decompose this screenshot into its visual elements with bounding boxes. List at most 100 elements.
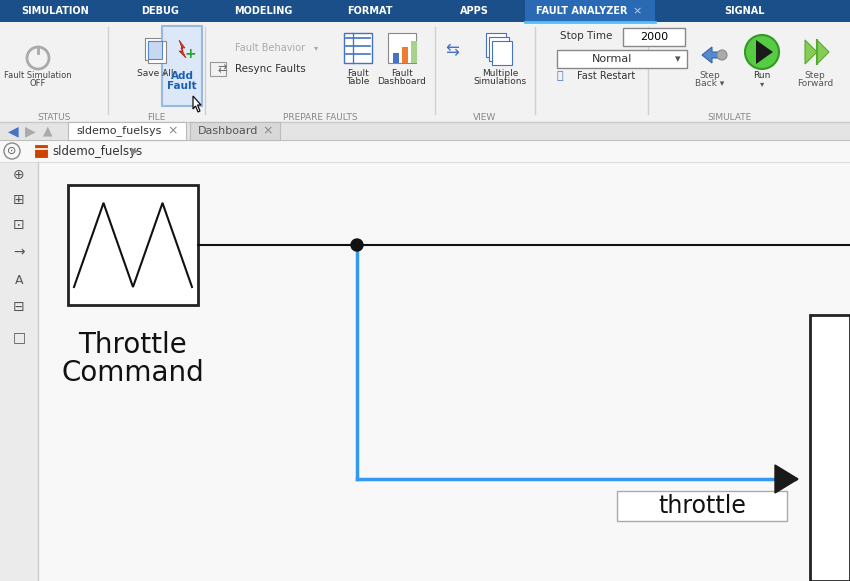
Bar [411,41,417,63]
Circle shape [745,35,779,69]
Text: FORMAT: FORMAT [348,6,393,16]
Bar [38,162,850,581]
Text: MODELING: MODELING [234,6,292,16]
Text: Table: Table [346,77,370,87]
Bar [35,145,47,157]
Text: Normal: Normal [592,54,632,64]
Text: ⇆: ⇆ [445,41,459,59]
Bar [148,41,162,59]
Text: →: → [14,245,25,259]
Circle shape [717,50,727,60]
Polygon shape [193,96,201,112]
Bar [623,28,685,46]
Bar [0,140,850,162]
Text: ⊕: ⊕ [14,168,25,182]
Bar [68,185,198,305]
Text: ⊙: ⊙ [8,146,17,156]
Text: ▲: ▲ [43,124,53,138]
Bar [0,162,38,581]
Polygon shape [805,40,817,64]
Polygon shape [817,40,829,64]
Text: A: A [14,274,23,286]
Text: FAULT ANALYZER: FAULT ANALYZER [536,6,628,16]
Bar [810,315,850,581]
Text: Dashboard: Dashboard [198,126,258,136]
Text: ▶: ▶ [131,146,139,156]
Text: 2000: 2000 [640,32,668,42]
Text: STATUS: STATUS [37,113,71,123]
Text: ⇄: ⇄ [218,64,227,74]
Bar [145,38,163,60]
Text: Dashboard: Dashboard [377,77,427,87]
Text: SIMULATION: SIMULATION [21,6,89,16]
Bar [190,122,280,140]
Text: Simulations: Simulations [473,77,526,87]
Polygon shape [179,40,186,58]
Text: Step: Step [805,71,825,81]
Bar [0,22,850,122]
Circle shape [351,239,363,251]
Bar [557,50,687,68]
Polygon shape [775,465,798,493]
Text: □: □ [13,330,26,344]
Text: sldemo_fuelsys: sldemo_fuelsys [76,125,162,137]
Text: ▾: ▾ [760,80,764,88]
Text: ▾: ▾ [675,54,681,64]
Text: Throttle: Throttle [78,331,187,359]
Text: ▾: ▾ [314,44,318,52]
Bar [393,53,399,63]
Bar [0,122,850,140]
Bar [388,33,416,63]
Text: ×: × [263,124,273,138]
Bar [148,41,166,63]
Text: Fast Restart: Fast Restart [577,71,635,81]
Text: Resync Faults: Resync Faults [235,64,305,74]
Bar [492,41,512,65]
Text: PREPARE FAULTS: PREPARE FAULTS [283,113,357,123]
Text: ⊞: ⊞ [14,193,25,207]
Text: Add: Add [171,71,194,81]
Text: Fault: Fault [391,70,413,78]
Text: ▶: ▶ [25,124,36,138]
Text: ◀: ◀ [8,124,19,138]
Text: ▾: ▾ [163,71,167,77]
Bar [68,122,186,140]
Bar [617,491,787,521]
Text: Stop Time: Stop Time [560,31,612,41]
Text: OFF: OFF [30,80,46,88]
Text: Back ▾: Back ▾ [695,80,724,88]
Bar [489,37,509,61]
Text: ×: × [632,6,642,16]
Text: ⊟: ⊟ [14,300,25,314]
Text: VIEW: VIEW [473,113,496,123]
Text: Run: Run [753,71,771,81]
Text: 🔄: 🔄 [557,71,564,81]
Text: DEBUG: DEBUG [141,6,179,16]
Bar [486,33,506,57]
Text: Fault: Fault [347,70,369,78]
Text: sldemo_fuelsys: sldemo_fuelsys [52,145,142,157]
Text: Step: Step [700,71,720,81]
Text: SIMULATE: SIMULATE [708,113,752,123]
Text: Forward: Forward [796,80,833,88]
Polygon shape [756,40,773,64]
Bar [162,26,202,106]
Bar [210,62,226,76]
Bar [402,47,408,63]
Text: throttle: throttle [658,494,746,518]
Bar [344,33,372,63]
Text: FILE: FILE [147,113,165,123]
Text: Fault: Fault [167,81,197,91]
Bar [0,0,850,22]
Text: Save All: Save All [137,70,173,78]
Bar [525,0,655,22]
Text: ×: × [167,124,178,138]
Text: ⊡: ⊡ [14,218,25,232]
Text: APPS: APPS [460,6,489,16]
Polygon shape [702,47,724,63]
Text: Multiple: Multiple [482,70,518,78]
Text: Fault Simulation: Fault Simulation [4,71,71,81]
Text: +: + [184,47,196,61]
Text: SIGNAL: SIGNAL [725,6,765,16]
Text: Fault Behavior: Fault Behavior [235,43,305,53]
